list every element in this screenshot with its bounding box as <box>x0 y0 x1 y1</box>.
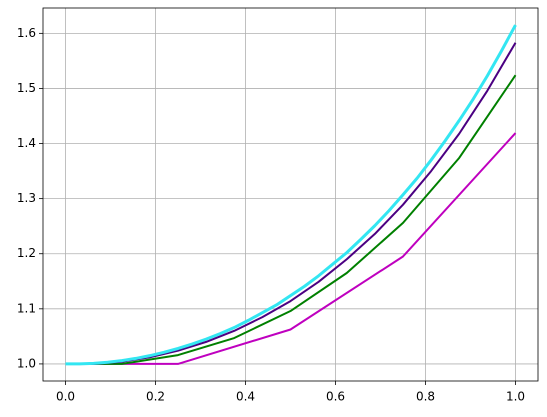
y-tick-label: 1.2 <box>17 246 36 260</box>
y-tick-label: 1.3 <box>17 191 36 205</box>
series-line <box>65 74 517 365</box>
x-tick-label: 0.6 <box>326 390 345 404</box>
y-tick-label: 1.0 <box>17 356 36 370</box>
plot-frame <box>42 7 539 382</box>
y-tick-label: 1.4 <box>17 136 36 150</box>
y-tick-label: 1.1 <box>17 301 36 315</box>
x-tick-label: 0.0 <box>56 390 75 404</box>
x-tick-label: 1.0 <box>506 390 525 404</box>
series-line <box>65 42 517 365</box>
x-tick-label: 0.8 <box>416 390 435 404</box>
y-tick-label: 1.6 <box>17 26 36 40</box>
series-line <box>65 24 517 366</box>
x-tick-label: 0.4 <box>236 390 255 404</box>
series-line <box>65 132 517 365</box>
x-tick-label: 0.2 <box>146 390 165 404</box>
y-tick-label: 1.5 <box>17 81 36 95</box>
